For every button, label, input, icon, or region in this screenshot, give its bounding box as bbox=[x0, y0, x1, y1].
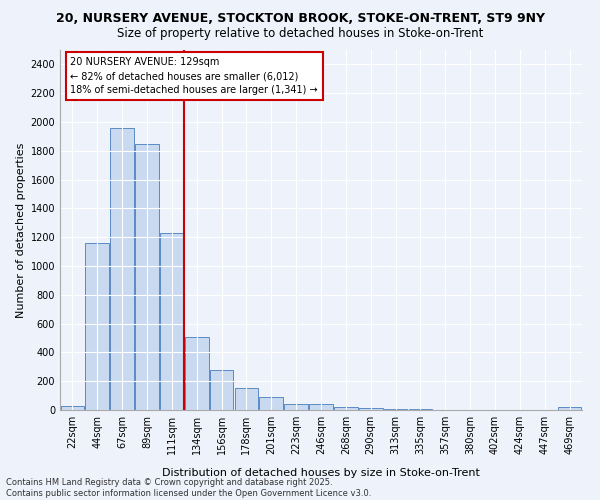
Bar bbox=[359, 408, 383, 410]
Bar bbox=[558, 408, 581, 410]
Bar bbox=[259, 397, 283, 410]
Bar bbox=[284, 404, 308, 410]
Y-axis label: Number of detached properties: Number of detached properties bbox=[16, 142, 26, 318]
Bar bbox=[185, 336, 209, 410]
Text: Contains HM Land Registry data © Crown copyright and database right 2025.
Contai: Contains HM Land Registry data © Crown c… bbox=[6, 478, 371, 498]
Text: Size of property relative to detached houses in Stoke-on-Trent: Size of property relative to detached ho… bbox=[117, 28, 483, 40]
Bar bbox=[160, 233, 184, 410]
Bar bbox=[85, 243, 109, 410]
Bar bbox=[210, 370, 233, 410]
Bar bbox=[309, 404, 333, 410]
Text: 20 NURSERY AVENUE: 129sqm
← 82% of detached houses are smaller (6,012)
18% of se: 20 NURSERY AVENUE: 129sqm ← 82% of detac… bbox=[70, 57, 318, 95]
Bar bbox=[135, 144, 159, 410]
Bar bbox=[334, 407, 358, 410]
Bar bbox=[235, 388, 258, 410]
Text: 20, NURSERY AVENUE, STOCKTON BROOK, STOKE-ON-TRENT, ST9 9NY: 20, NURSERY AVENUE, STOCKTON BROOK, STOK… bbox=[56, 12, 545, 26]
Bar bbox=[61, 406, 84, 410]
Bar bbox=[110, 128, 134, 410]
Text: Distribution of detached houses by size in Stoke-on-Trent: Distribution of detached houses by size … bbox=[162, 468, 480, 477]
